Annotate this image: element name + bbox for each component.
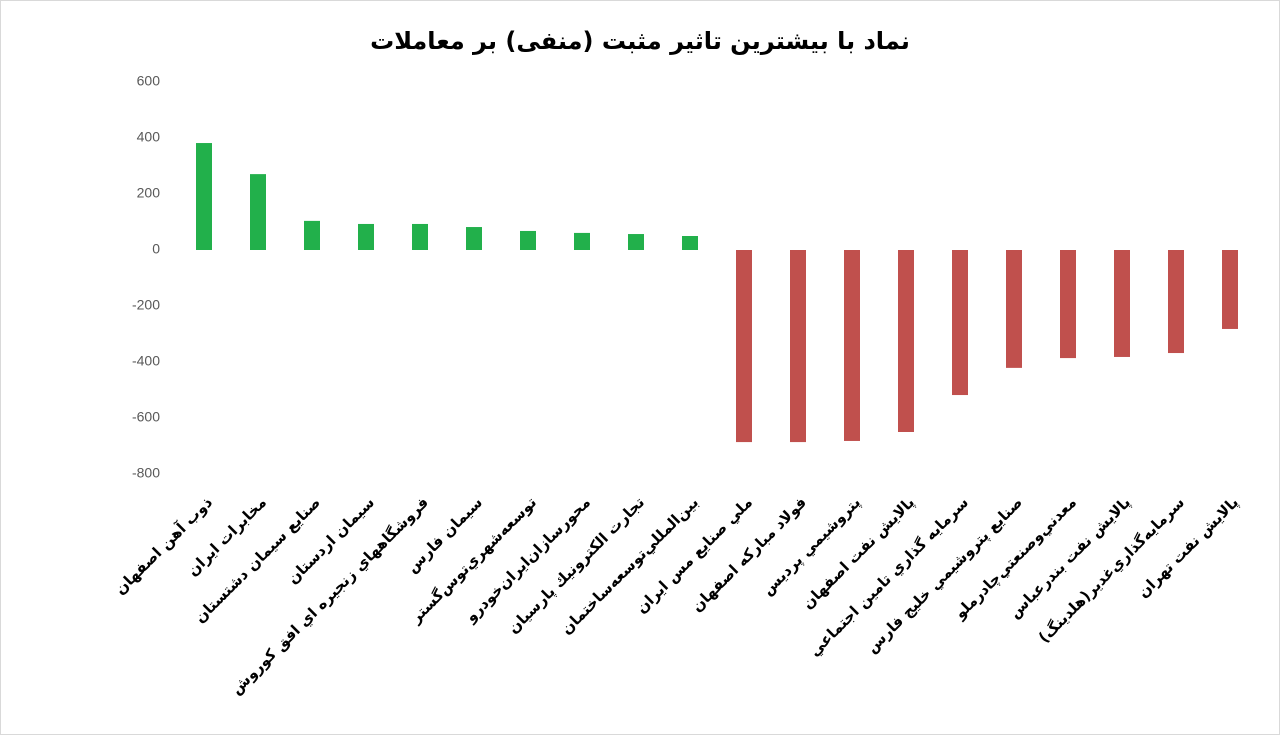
chart-title: نماد با بیشترین تاثیر مثبت (منفی) بر معا…	[370, 27, 910, 55]
bar	[682, 236, 698, 250]
bar	[520, 230, 536, 250]
y-tick-label: -200	[132, 297, 160, 313]
y-tick-label: 200	[137, 185, 161, 201]
bar	[574, 232, 590, 250]
bar	[628, 234, 644, 250]
bar	[196, 143, 212, 250]
bar	[790, 250, 806, 443]
bar	[1114, 250, 1130, 357]
bar	[1006, 250, 1022, 368]
y-tick-label: -800	[132, 465, 160, 481]
bar	[1222, 250, 1238, 329]
bar	[844, 250, 860, 441]
y-tick-label: 600	[137, 73, 161, 89]
y-tick-label: -600	[132, 409, 160, 425]
bar	[736, 250, 752, 443]
bar	[250, 174, 266, 250]
y-tick-label: 400	[137, 129, 161, 145]
bar	[412, 223, 428, 250]
bar	[952, 250, 968, 396]
y-tick-label: -400	[132, 353, 160, 369]
bar	[304, 220, 320, 250]
bar	[1168, 250, 1184, 354]
bar	[466, 227, 482, 250]
bar	[898, 250, 914, 432]
y-tick-label: 0	[152, 241, 160, 257]
bar	[358, 223, 374, 250]
bar	[1060, 250, 1076, 359]
